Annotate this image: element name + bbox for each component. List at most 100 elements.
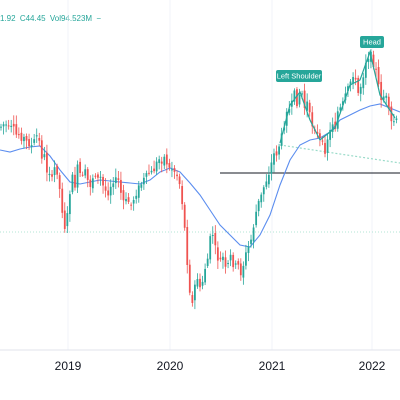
- candle-body: [2, 124, 5, 127]
- annotation-label: Left Shoulder: [277, 72, 322, 81]
- candle-body: [89, 179, 92, 187]
- candle-body: [232, 254, 235, 268]
- candle-body: [296, 89, 298, 107]
- candle-body: [165, 154, 168, 165]
- candle-body: [15, 124, 18, 135]
- candle-body: [201, 281, 204, 286]
- candle-body: [137, 185, 140, 198]
- annotation-head[interactable]: Head: [360, 36, 384, 48]
- candle-body: [181, 186, 184, 205]
- candle-body: [160, 161, 163, 164]
- ohlc-legend: 1.92 C44.45 Vol94.523M −: [0, 14, 103, 23]
- candle-body: [367, 58, 370, 63]
- candle-body: [352, 77, 354, 84]
- pattern-line: [279, 49, 396, 144]
- candle-body: [311, 112, 314, 127]
- candle-body: [68, 194, 71, 215]
- candle-body: [390, 106, 393, 122]
- candle-body: [117, 178, 120, 180]
- candle-body: [375, 68, 377, 70]
- x-tick-label: 2019: [55, 359, 82, 373]
- candle-body: [227, 263, 229, 265]
- legend-menu-icon[interactable]: −: [96, 14, 102, 23]
- candle-body: [288, 108, 291, 113]
- candle-body: [130, 204, 133, 206]
- candle-body: [84, 169, 87, 176]
- candle-body: [247, 246, 250, 254]
- candle-body: [127, 197, 130, 202]
- candle-body: [91, 178, 94, 189]
- candle-body: [186, 227, 189, 265]
- candle-body: [35, 135, 38, 137]
- candle-body: [204, 268, 207, 283]
- candle-body: [122, 190, 125, 201]
- candle-body: [33, 139, 36, 143]
- candle-body: [219, 257, 222, 260]
- candle-body: [81, 174, 84, 176]
- candle-body: [176, 174, 178, 177]
- candle-body: [359, 86, 362, 94]
- candle-body: [380, 81, 383, 101]
- candle-body: [17, 134, 20, 136]
- candle-body: [107, 190, 110, 196]
- candle-body: [306, 101, 309, 111]
- candle-body: [43, 154, 46, 158]
- neckline: [279, 144, 400, 164]
- candle-body: [214, 233, 217, 246]
- candle-body: [341, 101, 344, 106]
- candle-body: [329, 129, 332, 140]
- candle-body: [372, 54, 375, 68]
- candle-body: [308, 102, 311, 113]
- candle-body: [255, 211, 258, 226]
- candle-body: [51, 174, 53, 177]
- candle-body: [140, 184, 143, 188]
- candle-body: [199, 278, 201, 288]
- candle-body: [58, 175, 61, 189]
- candle-body: [48, 173, 51, 176]
- candle-body: [324, 142, 326, 154]
- candle-body: [28, 139, 30, 147]
- candle-body: [242, 265, 245, 278]
- annotation-left-shoulder[interactable]: Left Shoulder: [276, 70, 322, 82]
- candle-body: [290, 100, 293, 107]
- candle-body: [150, 170, 153, 173]
- candle-body: [114, 177, 117, 184]
- candle-body: [267, 174, 270, 185]
- candle-body: [265, 181, 268, 187]
- candle-body: [206, 258, 209, 266]
- legend-close: C44.45: [19, 14, 46, 23]
- candle-body: [191, 295, 194, 303]
- candle-body: [326, 139, 329, 153]
- candle-body: [392, 121, 395, 123]
- candle-body: [234, 263, 237, 265]
- candle-body: [135, 195, 138, 199]
- candle-body: [112, 183, 115, 188]
- candle-body: [76, 164, 79, 188]
- candle-body: [193, 284, 196, 301]
- candle-body: [158, 159, 161, 164]
- candle-body: [385, 95, 388, 98]
- x-tick-label: 2020: [157, 359, 184, 373]
- candle-body: [99, 176, 102, 178]
- candle-body: [319, 133, 321, 138]
- candle-body: [173, 168, 176, 172]
- candle-body: [94, 175, 97, 177]
- candle-body: [395, 118, 398, 120]
- candle-body: [104, 186, 107, 191]
- candle-body: [61, 188, 64, 213]
- candle-body: [132, 199, 135, 204]
- candle-body: [102, 176, 104, 186]
- candle-body: [211, 235, 214, 237]
- candle-body: [25, 135, 28, 141]
- annotation-label: Head: [363, 38, 381, 47]
- candle-body: [331, 124, 334, 132]
- candle-body: [216, 247, 219, 261]
- candle-body: [382, 96, 385, 100]
- candle-body: [349, 81, 352, 86]
- candle-body: [364, 62, 367, 78]
- candle-body: [74, 174, 76, 188]
- grid: [67, 0, 373, 350]
- candle-body: [377, 67, 380, 85]
- candle-body: [321, 140, 324, 142]
